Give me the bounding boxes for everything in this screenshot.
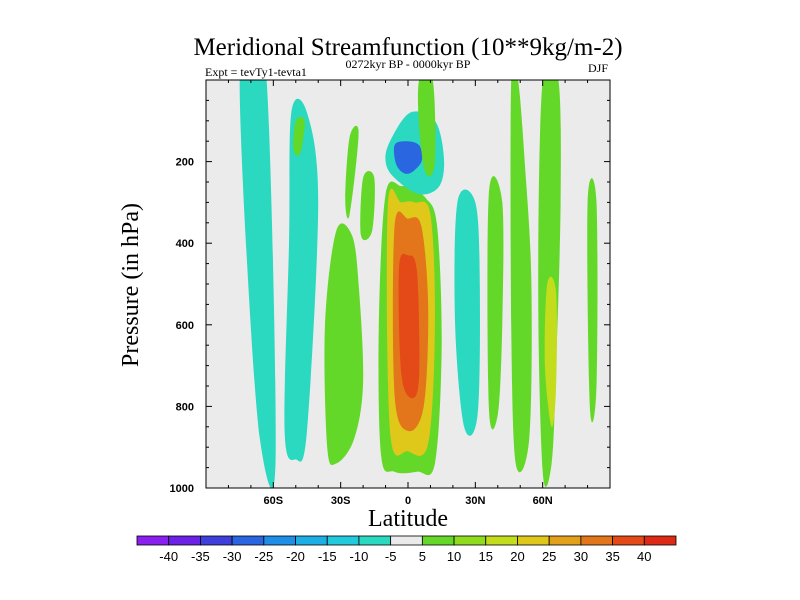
- x-axis-label: Latitude: [368, 506, 448, 532]
- contour-region-2: [293, 116, 305, 156]
- colorbar-label: 25: [542, 549, 556, 564]
- contour-regions: [239, 80, 598, 488]
- chart-title: Meridional Streamfunction (10**9kg/m-2): [193, 34, 622, 61]
- colorbar-box: [168, 535, 201, 546]
- x-tick-label: 30S: [331, 495, 351, 507]
- colorbar-box: [580, 535, 613, 546]
- contour-region-4: [345, 125, 359, 219]
- colorbar-label: -40: [159, 549, 178, 564]
- colorbar-box: [263, 535, 296, 546]
- colorbar-label: 35: [605, 549, 619, 564]
- x-tick-label: 0: [405, 495, 411, 507]
- contour-region-3: [324, 223, 364, 466]
- colorbar-box: [548, 535, 582, 546]
- colorbar-label: -5: [385, 549, 397, 564]
- colorbar-box: [136, 535, 170, 546]
- contour-region-15: [510, 80, 532, 473]
- colorbar-box: [295, 535, 328, 546]
- colorbar-box: [390, 535, 423, 546]
- experiment-label: Expt = tevTy1-tevta1: [205, 65, 307, 79]
- colorbar-box: [200, 535, 233, 546]
- colorbar-box: [485, 535, 518, 546]
- contour-region-0: [239, 80, 276, 488]
- contour-region-14: [487, 176, 504, 430]
- colorbar-label: -15: [318, 549, 337, 564]
- y-tick-label: 200: [176, 157, 194, 169]
- colorbar-label: 10: [447, 549, 461, 564]
- colorbar-box: [643, 535, 677, 546]
- colorbar-label: 40: [637, 549, 651, 564]
- x-tick-label: 30N: [465, 495, 485, 507]
- season-label: DJF: [588, 61, 608, 75]
- colorbar-label: -35: [191, 549, 210, 564]
- colorbar-box: [231, 535, 265, 546]
- colorbar-label: 5: [419, 549, 426, 564]
- contour-region-12: [454, 189, 480, 436]
- y-axis-label: Pressure (in hPa): [118, 203, 144, 367]
- y-tick-label: 800: [176, 401, 194, 413]
- contour-region-17: [544, 276, 557, 428]
- contour-region-1: [284, 98, 319, 462]
- contour-region-13: [417, 80, 436, 177]
- colorbar-box: [326, 535, 360, 546]
- colorbar-label: -25: [254, 549, 273, 564]
- y-tick-label: 600: [176, 320, 194, 332]
- colorbar-box: [612, 535, 645, 546]
- colorbar-label: 20: [510, 549, 524, 564]
- period-label: 0272kyr BP - 0000kyr BP: [346, 57, 471, 71]
- y-axis-ticks: 200 400 600 800 1000: [170, 99, 610, 495]
- colorbar-label: -20: [286, 549, 305, 564]
- colorbar-box: [517, 535, 550, 546]
- contour-region-11: [393, 141, 423, 174]
- colorbar-box: [421, 535, 455, 546]
- colorbar: -40 -35 -30 -25 -20 -15 -10 -5 5 10 15 20 25 30 35 40: [136, 535, 677, 564]
- contour-region-9: [398, 253, 420, 399]
- colorbar-box: [358, 535, 392, 546]
- x-tick-label: 60S: [264, 495, 284, 507]
- x-axis-ticks: 60S 30S 0 30N 60N: [227, 80, 589, 507]
- colorbar-label: -10: [350, 549, 369, 564]
- colorbar-label: 30: [574, 549, 588, 564]
- contour-region-5: [360, 171, 375, 241]
- colorbar-label: 15: [479, 549, 493, 564]
- y-tick-label: 400: [176, 238, 194, 250]
- colorbar-box: [453, 535, 487, 546]
- y-tick-label: 1000: [170, 483, 194, 495]
- colorbar-label: -30: [223, 549, 242, 564]
- contour-region-18: [587, 178, 598, 423]
- x-tick-label: 60N: [533, 495, 553, 507]
